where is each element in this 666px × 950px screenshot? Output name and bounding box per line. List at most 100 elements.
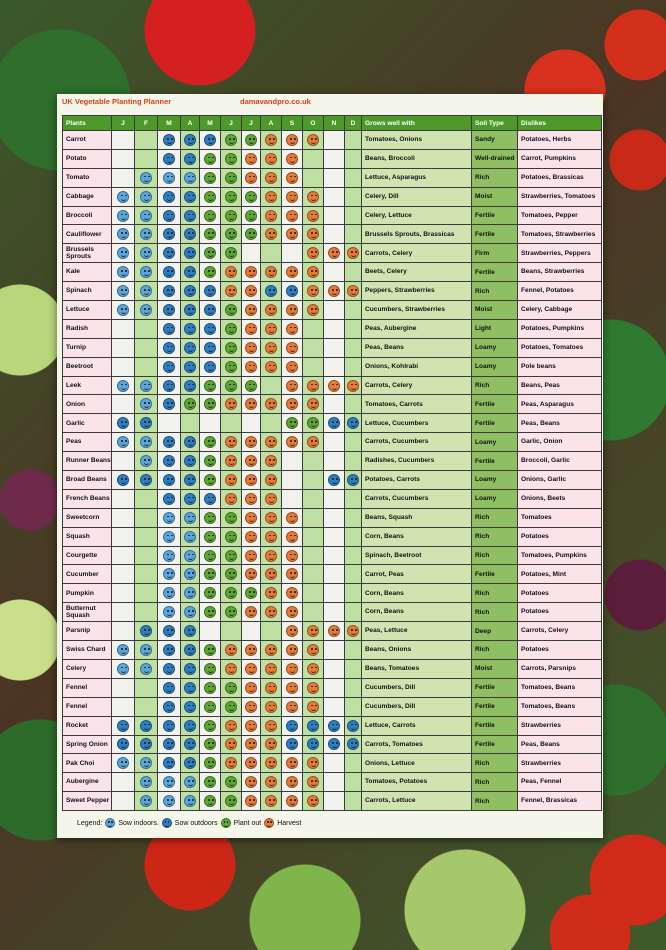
dislikes: Potatoes [517, 526, 602, 547]
sow-outdoors-icon [184, 360, 196, 373]
month-cell [180, 470, 200, 490]
month-cell [111, 658, 135, 679]
month-cell [302, 677, 324, 698]
harvest-icon [245, 719, 257, 732]
month-cell [241, 451, 261, 472]
month-cell [323, 621, 345, 642]
legend-sow-indoors: Sow indoors. [118, 819, 159, 827]
plant-out-icon [204, 247, 216, 260]
month-cell [111, 243, 135, 264]
month-cell [134, 696, 158, 717]
harvest-icon [245, 398, 257, 411]
month-cell [199, 318, 221, 339]
month-cell [241, 602, 261, 623]
month-cell [180, 602, 200, 623]
table-row: Lettuce Cucumbers, Strawberries Moist Celer… [62, 300, 602, 320]
plant-out-icon [225, 681, 237, 694]
harvest-icon [245, 303, 257, 316]
sow-outdoors-icon [163, 322, 175, 335]
grows-well-with: Carrots, Celery [361, 375, 472, 396]
month-cell [323, 148, 345, 169]
month-cell [344, 507, 362, 528]
month-cell [281, 715, 303, 736]
soil-type: Rich [471, 602, 518, 623]
month-cell [323, 470, 345, 490]
grows-well-with: Corn, Beans [361, 526, 472, 547]
month-cell [199, 148, 221, 169]
table-row: Pak Choi Onions, Lettuce Rich Strawberries [62, 753, 602, 774]
harvest-icon [265, 492, 277, 505]
sow-indoors-icon [117, 662, 129, 675]
grows-well-with: Potatoes, Carrots [361, 470, 472, 490]
sow-indoors-icon [140, 436, 152, 449]
dislikes: Strawberries, Tomatoes [517, 186, 602, 207]
month-cell [134, 451, 158, 472]
sow-outdoors-icon [286, 285, 298, 298]
month-cell [323, 413, 345, 434]
plant-name: Cucumber [62, 564, 112, 585]
month-cell [241, 224, 261, 245]
month-cell [111, 545, 135, 566]
month-cell [111, 300, 135, 320]
month-cell [344, 130, 362, 150]
header-month: N [323, 115, 345, 131]
sow-indoors-icon [140, 776, 152, 789]
sow-outdoors-icon [328, 417, 340, 430]
harvest-icon [347, 285, 359, 298]
month-cell [220, 545, 242, 566]
month-cell [199, 583, 221, 604]
month-cell [344, 470, 362, 490]
month-cell [241, 772, 261, 793]
month-cell [260, 772, 282, 793]
month-cell [157, 148, 181, 169]
month-cell [111, 375, 135, 396]
month-cell [111, 130, 135, 150]
sow-indoors-icon [117, 209, 129, 222]
month-cell [344, 281, 362, 302]
sow-outdoors-icon [184, 133, 196, 146]
harvest-icon [307, 700, 319, 713]
harvest-icon [245, 700, 257, 713]
plant-out-icon [225, 341, 237, 354]
table-row: Tomato Lettuce, Asparagus Rich Potatoes, Br… [62, 167, 602, 188]
sow-outdoors-icon [163, 719, 175, 732]
month-cell [302, 300, 324, 320]
sow-indoors-icon [184, 606, 196, 619]
sow-outdoors-icon [163, 738, 175, 751]
month-cell [302, 715, 324, 736]
grows-well-with: Carrots, Cucumbers [361, 488, 472, 509]
month-cell [157, 696, 181, 717]
plant-out-icon [204, 473, 216, 486]
month-cell [157, 394, 181, 415]
month-cell [344, 337, 362, 358]
month-cell [323, 318, 345, 339]
harvest-icon [307, 643, 319, 656]
month-cell [241, 413, 261, 434]
harvest-icon [286, 133, 298, 146]
dislikes: Potatoes [517, 583, 602, 604]
soil-type: Moist [471, 300, 518, 320]
month-cell [111, 148, 135, 169]
sow-outdoors-icon [184, 681, 196, 694]
legend-harvest: Harvest [277, 819, 302, 827]
month-cell [134, 262, 158, 283]
soil-type: Loamy [471, 488, 518, 509]
sow-outdoors-icon [265, 285, 277, 298]
month-cell [199, 715, 221, 736]
month-cell [180, 432, 200, 453]
dislikes: Tomatoes, Strawberries [517, 224, 602, 245]
sow-indoors-icon [140, 303, 152, 316]
plant-name: Potato [62, 148, 112, 169]
month-cell [157, 375, 181, 396]
month-cell [241, 432, 261, 453]
month-cell [281, 640, 303, 660]
sow-indoors-icon [184, 171, 196, 184]
month-cell [260, 300, 282, 320]
harvest-icon [264, 818, 275, 828]
month-cell [199, 791, 221, 812]
harvest-icon [245, 473, 257, 486]
harvest-icon [286, 606, 298, 619]
header-plants: Plants [62, 115, 112, 131]
harvest-icon [265, 455, 277, 468]
sow-indoors-icon [140, 266, 152, 279]
